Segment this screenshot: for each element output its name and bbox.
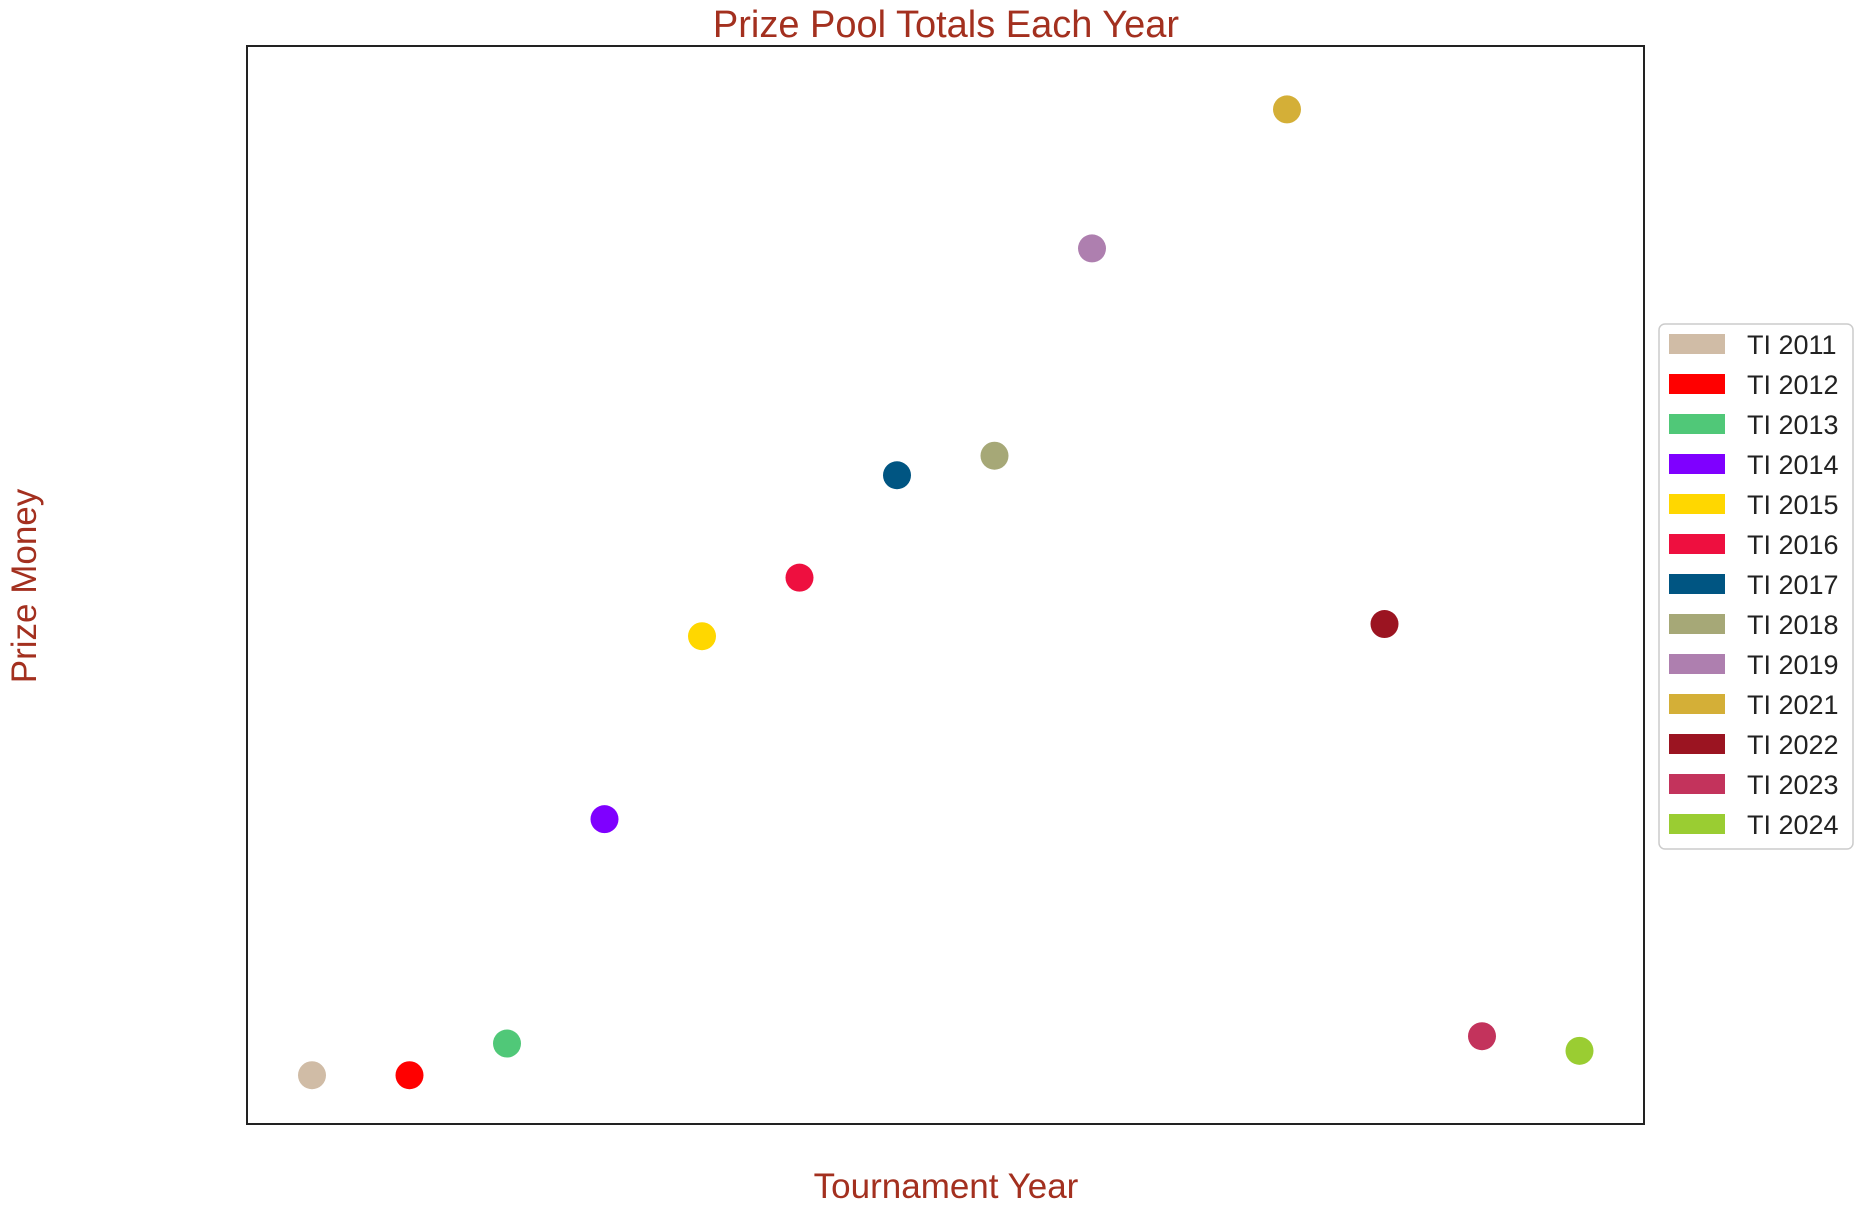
data-point-ti-2012 bbox=[395, 1061, 424, 1090]
x-axis-label: Tournament Year bbox=[814, 1167, 1079, 1206]
legend-label: TI 2022 bbox=[1747, 730, 1839, 760]
data-point-ti-2019 bbox=[1078, 234, 1106, 263]
data-point-ti-2015 bbox=[688, 622, 716, 651]
legend-label: TI 2014 bbox=[1747, 450, 1839, 480]
legend-label: TI 2021 bbox=[1747, 690, 1839, 720]
data-point-ti-2023 bbox=[1468, 1022, 1496, 1051]
chart-title: Prize Pool Totals Each Year bbox=[713, 4, 1179, 46]
data-point-ti-2022 bbox=[1370, 610, 1399, 639]
legend-swatch bbox=[1669, 494, 1725, 514]
legend-label: TI 2019 bbox=[1747, 650, 1839, 680]
legend-label: TI 2016 bbox=[1747, 530, 1839, 560]
legend-swatch bbox=[1669, 414, 1725, 434]
data-points bbox=[298, 95, 1594, 1090]
legend-label: TI 2015 bbox=[1747, 490, 1839, 520]
legend-swatch bbox=[1669, 374, 1725, 394]
legend-label: TI 2018 bbox=[1747, 610, 1839, 640]
legend-label: TI 2011 bbox=[1747, 330, 1837, 360]
data-point-ti-2024 bbox=[1565, 1036, 1594, 1065]
legend-swatch bbox=[1669, 454, 1725, 474]
legend-swatch bbox=[1669, 334, 1725, 354]
legend-swatch bbox=[1669, 694, 1725, 714]
legend-swatch bbox=[1669, 774, 1725, 794]
data-point-ti-2017 bbox=[883, 461, 911, 490]
data-point-ti-2011 bbox=[298, 1061, 326, 1090]
legend-swatch bbox=[1669, 654, 1725, 674]
data-point-ti-2013 bbox=[493, 1029, 521, 1058]
y-axis-label: Prize Money bbox=[5, 488, 44, 683]
legend-swatch bbox=[1669, 814, 1725, 834]
legend-swatch bbox=[1669, 534, 1725, 554]
legend-label: TI 2017 bbox=[1747, 570, 1839, 600]
legend: TI 2011 TI 2012 TI 2013 TI 2014 TI 2015 TI 20… bbox=[1658, 323, 1854, 850]
legend-swatch bbox=[1669, 734, 1725, 754]
legend-swatch bbox=[1669, 614, 1725, 634]
plot-area-frame bbox=[246, 45, 1645, 1125]
legend-label: TI 2024 bbox=[1747, 810, 1839, 840]
legend-swatch bbox=[1669, 574, 1725, 594]
data-point-ti-2014 bbox=[590, 805, 619, 834]
data-point-ti-2018 bbox=[980, 441, 1009, 470]
legend-label: TI 2012 bbox=[1747, 370, 1839, 400]
data-point-ti-2016 bbox=[785, 563, 814, 592]
legend-label: TI 2023 bbox=[1747, 770, 1839, 800]
legend-label: TI 2013 bbox=[1747, 410, 1839, 440]
data-point-ti-2021 bbox=[1273, 95, 1301, 124]
